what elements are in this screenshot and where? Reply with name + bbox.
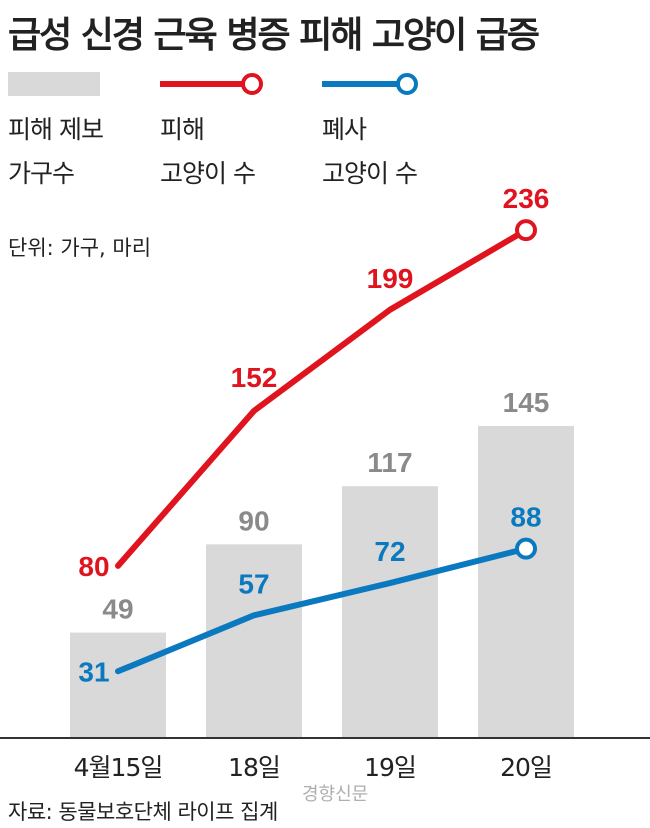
point-label-dead-1: 57: [238, 568, 269, 599]
legend-label-reports-line1: 피해 제보: [8, 115, 104, 144]
legend-label-reports: 피해 제보 가구수: [8, 108, 104, 196]
watermark: 경향신문: [302, 784, 369, 805]
legend-label-reports-line2: 가구수: [8, 159, 75, 188]
point-label-damaged-2: 199: [367, 263, 414, 294]
legend-label-damaged: 피해 고양이 수: [160, 108, 256, 196]
point-label-dead-2: 72: [374, 536, 405, 567]
point-label-dead-3: 88: [510, 502, 541, 533]
lines-layer: [115, 219, 537, 675]
x-tick-label-3: 20일: [500, 753, 552, 782]
legend-label-damaged-line1: 피해: [160, 115, 205, 144]
legend-marker-damaged-circle: [241, 73, 263, 95]
point-label-dead-0: 31: [78, 656, 109, 687]
x-axis: 4월15일 18일 19일 20일: [0, 737, 650, 782]
x-tick-label-1: 18일: [228, 753, 280, 782]
legend-label-dead-line1: 폐사: [322, 115, 367, 144]
chart-title: 급성 신경 근육 병증 피해 고양이 급증: [8, 15, 540, 56]
legend-marker-dead-circle: [396, 73, 418, 95]
bars-layer: [70, 425, 574, 738]
line-dead: [115, 545, 529, 675]
point-label-damaged-0: 80: [78, 551, 109, 582]
source-note: 자료: 동물보호단체 라이프 집계: [8, 800, 278, 824]
labels-layer: 49 90 117 145 80 152 199 236 31 57 72 88: [78, 183, 549, 687]
bar-label-reports-0: 49: [102, 594, 133, 625]
bar-reports-3: [478, 425, 574, 738]
legend-label-dead-line2: 고양이 수: [322, 159, 418, 188]
legend-marker-reports: [8, 72, 100, 96]
unit-label: 단위: 가구, 마리: [8, 236, 152, 260]
bar-reports-2: [342, 486, 438, 738]
legend-label-dead: 폐사 고양이 수: [322, 108, 418, 196]
point-dead-end: [515, 537, 537, 560]
bar-label-reports-2: 117: [367, 447, 412, 478]
bar-label-reports-3: 145: [503, 387, 550, 418]
bar-label-reports-1: 90: [238, 505, 269, 536]
line-damaged: [115, 227, 529, 569]
point-damaged-end: [515, 219, 537, 242]
bar-reports-0: [70, 632, 166, 738]
point-label-damaged-1: 152: [231, 362, 278, 393]
bar-reports-1: [206, 544, 302, 738]
legend-markers: [8, 72, 418, 96]
legend-label-damaged-line2: 고양이 수: [160, 159, 256, 188]
x-tick-label-0: 4월15일: [74, 753, 163, 782]
point-label-damaged-3: 236: [503, 183, 550, 214]
x-tick-label-2: 19일: [364, 753, 416, 782]
